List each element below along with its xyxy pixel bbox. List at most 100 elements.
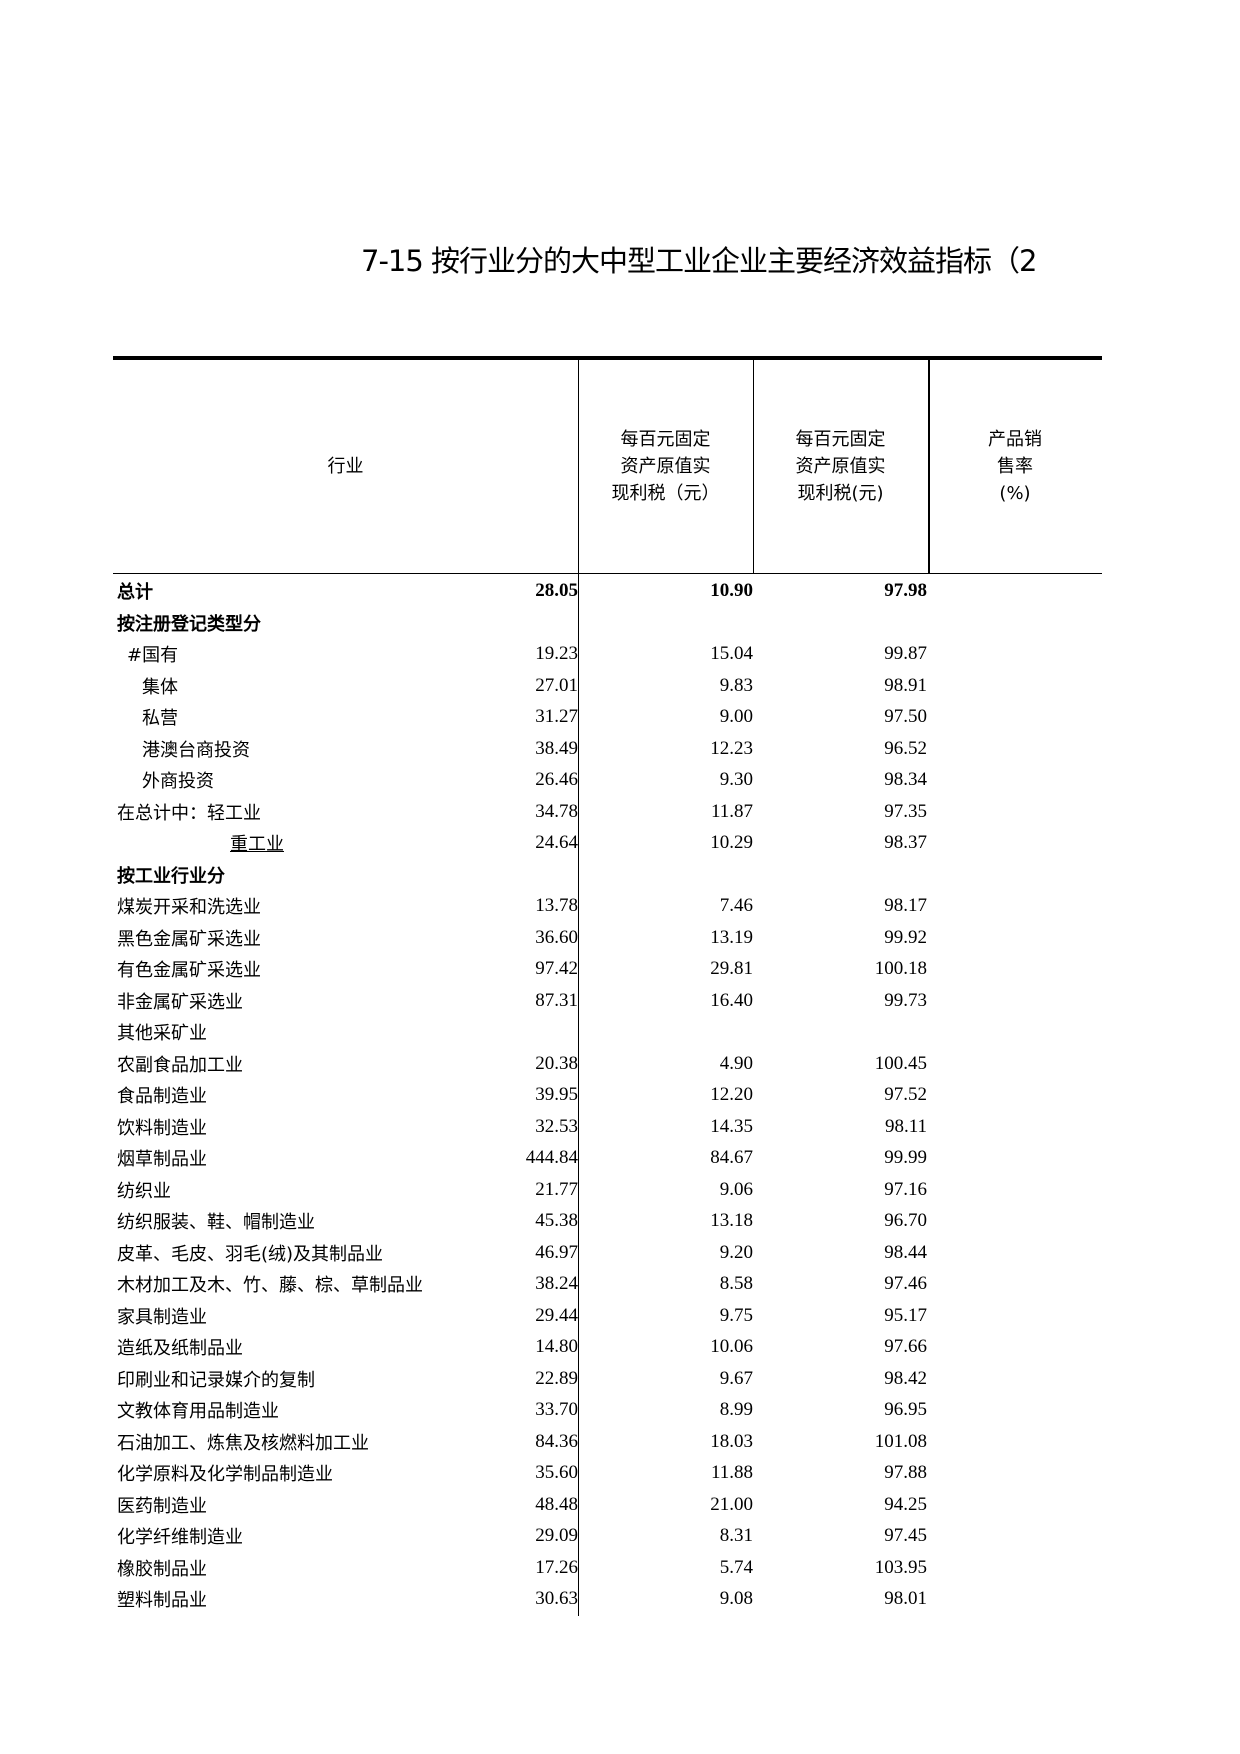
cell-value: 4.90 <box>719 1052 753 1074</box>
cell-value: 13.19 <box>710 926 753 948</box>
row-label: 农副食品加工业 <box>117 1054 243 1076</box>
cell-value: 10.90 <box>710 580 753 601</box>
table-row: 造纸及纸制品业 14.80 10.06 97.66 <box>113 1330 1102 1362</box>
row-label: 纺织服装、鞋、帽制造业 <box>117 1212 315 1233</box>
cell-value: 29.81 <box>710 958 753 979</box>
table-row: 木材加工及木、竹、藤、棕、草制品业 38.24 8.58 97.46 <box>113 1267 1102 1299</box>
cell-value: 99.92 <box>884 926 927 948</box>
cell-value: 100.18 <box>874 958 927 979</box>
table-row: 非金属矿采选业 87.31 16.40 99.73 <box>113 984 1102 1016</box>
cell-value: 9.08 <box>719 1588 753 1609</box>
cell-value: 97.66 <box>884 1336 927 1357</box>
header-line: 产品销 <box>988 429 1042 450</box>
cell-value: 94.25 <box>884 1493 927 1515</box>
cell-value: 97.46 <box>884 1273 927 1294</box>
row-label: 煤炭开采和洗选业 <box>117 897 261 918</box>
cell-value: 9.67 <box>719 1367 753 1389</box>
cell-value: 97.16 <box>884 1178 927 1200</box>
table-row: 总计 28.05 10.90 97.98 <box>113 574 1102 606</box>
header-sales-rate: 产品销 售率 (%) <box>928 360 1102 573</box>
cell-value: 99.73 <box>884 989 927 1011</box>
row-label: 非金属矿采选业 <box>117 991 243 1013</box>
table-row: 医药制造业 48.48 21.00 94.25 <box>113 1488 1102 1520</box>
cell-value: 27.01 <box>535 674 578 696</box>
cell-value: 97.45 <box>884 1525 927 1546</box>
row-label: 印刷业和记录媒介的复制 <box>117 1369 315 1391</box>
row-label: 有色金属矿采选业 <box>117 960 261 981</box>
cell-value: 32.53 <box>535 1115 578 1137</box>
cell-value: 97.50 <box>884 706 927 727</box>
cell-value: 11.88 <box>710 1462 753 1483</box>
table-row: 纺织业 21.77 9.06 97.16 <box>113 1173 1102 1205</box>
header-line: 每百元固定 <box>795 429 886 450</box>
cell-value: 9.00 <box>719 706 753 727</box>
row-label: 饮料制造业 <box>117 1117 207 1139</box>
cell-value: 24.64 <box>535 832 578 853</box>
table-row: 按注册登记类型分 <box>113 606 1102 638</box>
cell-value: 39.95 <box>535 1084 578 1105</box>
cell-value: 12.23 <box>710 737 753 759</box>
cell-value: 97.35 <box>884 800 927 822</box>
column-divider <box>928 360 930 573</box>
table-row: 港澳台商投资 38.49 12.23 96.52 <box>113 732 1102 764</box>
table-row: 重工业 24.64 10.29 98.37 <box>113 826 1102 858</box>
table-row: 印刷业和记录媒介的复制 22.89 9.67 98.42 <box>113 1362 1102 1394</box>
row-label: 石油加工、炼焦及核燃料加工业 <box>117 1432 369 1454</box>
row-label: 烟草制品业 <box>117 1149 207 1170</box>
cell-value: 13.78 <box>535 895 578 916</box>
cell-value: 99.99 <box>884 1147 927 1168</box>
row-label: 木材加工及木、竹、藤、棕、草制品业 <box>117 1275 423 1296</box>
cell-value: 98.34 <box>884 769 927 790</box>
cell-value: 98.44 <box>884 1241 927 1263</box>
cell-value: 87.31 <box>535 989 578 1011</box>
cell-value: 34.78 <box>535 800 578 822</box>
cell-value: 9.30 <box>719 769 753 790</box>
table-row: 外商投资 26.46 9.30 98.34 <box>113 763 1102 795</box>
header-line: 售率 <box>997 456 1033 477</box>
cell-value: 16.40 <box>710 989 753 1011</box>
cell-value: 97.42 <box>535 958 578 979</box>
cell-value: 21.77 <box>535 1178 578 1200</box>
cell-value: 38.49 <box>535 737 578 759</box>
cell-value: 98.91 <box>884 674 927 696</box>
row-label: 总计 <box>117 582 153 603</box>
cell-value: 10.06 <box>710 1336 753 1357</box>
cell-value: 97.52 <box>884 1084 927 1105</box>
cell-value: 18.03 <box>710 1430 753 1452</box>
row-label: 私营 <box>142 708 178 729</box>
row-label: 港澳台商投资 <box>142 739 250 761</box>
cell-value: 20.38 <box>535 1052 578 1074</box>
table-row: 化学纤维制造业 29.09 8.31 97.45 <box>113 1519 1102 1551</box>
row-label: 纺织业 <box>117 1180 171 1202</box>
row-label: 在总计中：轻工业 <box>117 802 261 824</box>
row-label: 其他采矿业 <box>117 1023 207 1044</box>
cell-value: 96.70 <box>884 1210 927 1231</box>
header-line: 现利税（元） <box>611 483 720 504</box>
header-profit-tax-2: 每百元固定 资产原值实 现利税(元) <box>753 360 928 573</box>
row-label: 文教体育用品制造业 <box>117 1401 279 1422</box>
cell-value: 100.45 <box>874 1052 927 1074</box>
cell-value: 33.70 <box>535 1399 578 1420</box>
cell-value: 5.74 <box>719 1556 753 1578</box>
table-row: 按工业行业分 <box>113 858 1102 890</box>
table-row: 食品制造业 39.95 12.20 97.52 <box>113 1078 1102 1110</box>
cell-value: 8.99 <box>719 1399 753 1420</box>
table-row: 文教体育用品制造业 33.70 8.99 96.95 <box>113 1393 1102 1425</box>
table-row: 在总计中：轻工业 34.78 11.87 97.35 <box>113 795 1102 827</box>
cell-value: 13.18 <box>710 1210 753 1231</box>
table-row: 农副食品加工业 20.38 4.90 100.45 <box>113 1047 1102 1079</box>
cell-value: 103.95 <box>874 1556 927 1578</box>
cell-value: 97.88 <box>884 1462 927 1483</box>
row-label: 黑色金属矿采选业 <box>117 928 261 950</box>
table-row: 纺织服装、鞋、帽制造业 45.38 13.18 96.70 <box>113 1204 1102 1236</box>
row-label: 按工业行业分 <box>117 865 225 887</box>
cell-value: 7.46 <box>719 895 753 916</box>
table-row: 塑料制品业 30.63 9.08 98.01 <box>113 1582 1102 1614</box>
table-row: 橡胶制品业 17.26 5.74 103.95 <box>113 1551 1102 1583</box>
table-title: 7-15 按行业分的大中型工业企业主要经济效益指标（2 <box>361 244 1037 278</box>
cell-value: 9.83 <box>719 674 753 696</box>
cell-value: 98.01 <box>884 1588 927 1609</box>
cell-value: 38.24 <box>535 1273 578 1294</box>
cell-value: 98.37 <box>884 832 927 853</box>
row-label: 造纸及纸制品业 <box>117 1338 243 1359</box>
